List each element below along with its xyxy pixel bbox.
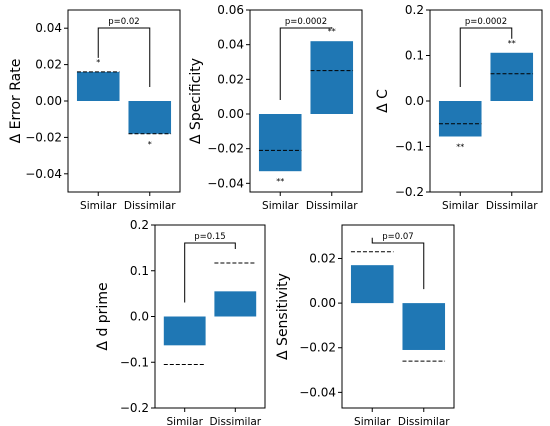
y-tick-label: 0.04 bbox=[35, 21, 62, 35]
x-category-label-similar: Similar bbox=[262, 200, 299, 212]
y-tick-label: −0.1 bbox=[120, 355, 149, 369]
y-tick-label: 0.04 bbox=[217, 38, 244, 52]
significance-marker: ** bbox=[276, 177, 284, 186]
y-tick-label: 0.02 bbox=[35, 58, 62, 72]
axes-frame bbox=[249, 9, 363, 193]
p-value-label: p=0.02 bbox=[108, 17, 139, 27]
bar-dissimilar bbox=[490, 52, 534, 101]
significance-marker: * bbox=[148, 140, 152, 149]
y-tick-label: 0.00 bbox=[35, 94, 62, 108]
y-tick-label: 0.02 bbox=[309, 251, 336, 265]
y-tick-label: 0.02 bbox=[217, 72, 244, 86]
y-tick-label: 0.2 bbox=[405, 3, 424, 17]
p-value-label: p=0.0002 bbox=[465, 17, 507, 27]
comparison-bracket bbox=[459, 27, 513, 87]
y-tick-label: 0.00 bbox=[309, 296, 336, 310]
y-axis-title: Δ Error Rate bbox=[8, 59, 24, 144]
bar-dissimilar bbox=[214, 291, 257, 317]
bar-similar bbox=[438, 101, 482, 137]
y-tick-label: 0.06 bbox=[217, 3, 244, 17]
x-category-label-dissimilar: Dissimilar bbox=[306, 200, 358, 212]
x-category-label-similar: Similar bbox=[442, 200, 479, 212]
significance-marker: ** bbox=[328, 27, 336, 36]
x-category-label-dissimilar: Dissimilar bbox=[398, 416, 450, 426]
significance-marker: ** bbox=[508, 39, 516, 48]
y-tick-label: −0.04 bbox=[25, 167, 62, 181]
x-category-label-similar: Similar bbox=[80, 200, 117, 212]
y-axis-title: Δ d prime bbox=[95, 282, 111, 350]
y-tick-label: 0.2 bbox=[130, 218, 149, 232]
bar-similar bbox=[350, 265, 394, 304]
y-tick-label: 0.0 bbox=[405, 94, 424, 108]
y-axis-title: Δ Specificity bbox=[188, 58, 204, 144]
y-tick-label: −0.02 bbox=[25, 130, 62, 144]
significance-marker: ** bbox=[456, 142, 464, 151]
x-category-label-dissimilar: Dissimilar bbox=[209, 416, 261, 426]
bar-dissimilar bbox=[128, 101, 172, 134]
comparison-bracket bbox=[97, 27, 151, 87]
bar-dissimilar bbox=[310, 41, 354, 115]
x-category-label-similar: Similar bbox=[166, 416, 203, 426]
y-tick-label: 0.1 bbox=[130, 264, 149, 278]
y-tick-label: −0.02 bbox=[299, 341, 336, 355]
y-tick-label: −0.04 bbox=[207, 176, 244, 190]
x-category-label-dissimilar: Dissimilar bbox=[124, 200, 176, 212]
y-tick-label: 0.0 bbox=[130, 310, 149, 324]
y-tick-label: −0.04 bbox=[299, 385, 336, 399]
y-tick-label: −0.2 bbox=[120, 401, 149, 415]
y-axis-title: Δ C bbox=[375, 89, 391, 113]
bar-similar bbox=[76, 71, 120, 101]
x-category-label-dissimilar: Dissimilar bbox=[486, 200, 538, 212]
bar-dissimilar bbox=[402, 303, 446, 350]
comparison-bracket bbox=[184, 242, 236, 303]
comparison-bracket bbox=[371, 237, 425, 290]
bar-similar bbox=[163, 316, 206, 346]
p-value-label: p=0.07 bbox=[382, 232, 413, 242]
bar-similar bbox=[258, 114, 302, 172]
significance-marker: * bbox=[96, 58, 100, 67]
axes-frame bbox=[341, 224, 455, 409]
p-value-label: p=0.0002 bbox=[285, 17, 327, 27]
comparison-bracket bbox=[279, 27, 333, 100]
p-value-label: p=0.15 bbox=[194, 232, 225, 242]
y-tick-label: 0.00 bbox=[217, 107, 244, 121]
y-tick-label: −0.2 bbox=[395, 185, 424, 199]
y-tick-label: −0.1 bbox=[395, 140, 424, 154]
y-tick-label: 0.1 bbox=[405, 49, 424, 63]
x-category-label-similar: Similar bbox=[354, 416, 391, 426]
y-axis-title: Δ Sensitivity bbox=[275, 273, 291, 360]
y-tick-label: −0.02 bbox=[207, 142, 244, 156]
